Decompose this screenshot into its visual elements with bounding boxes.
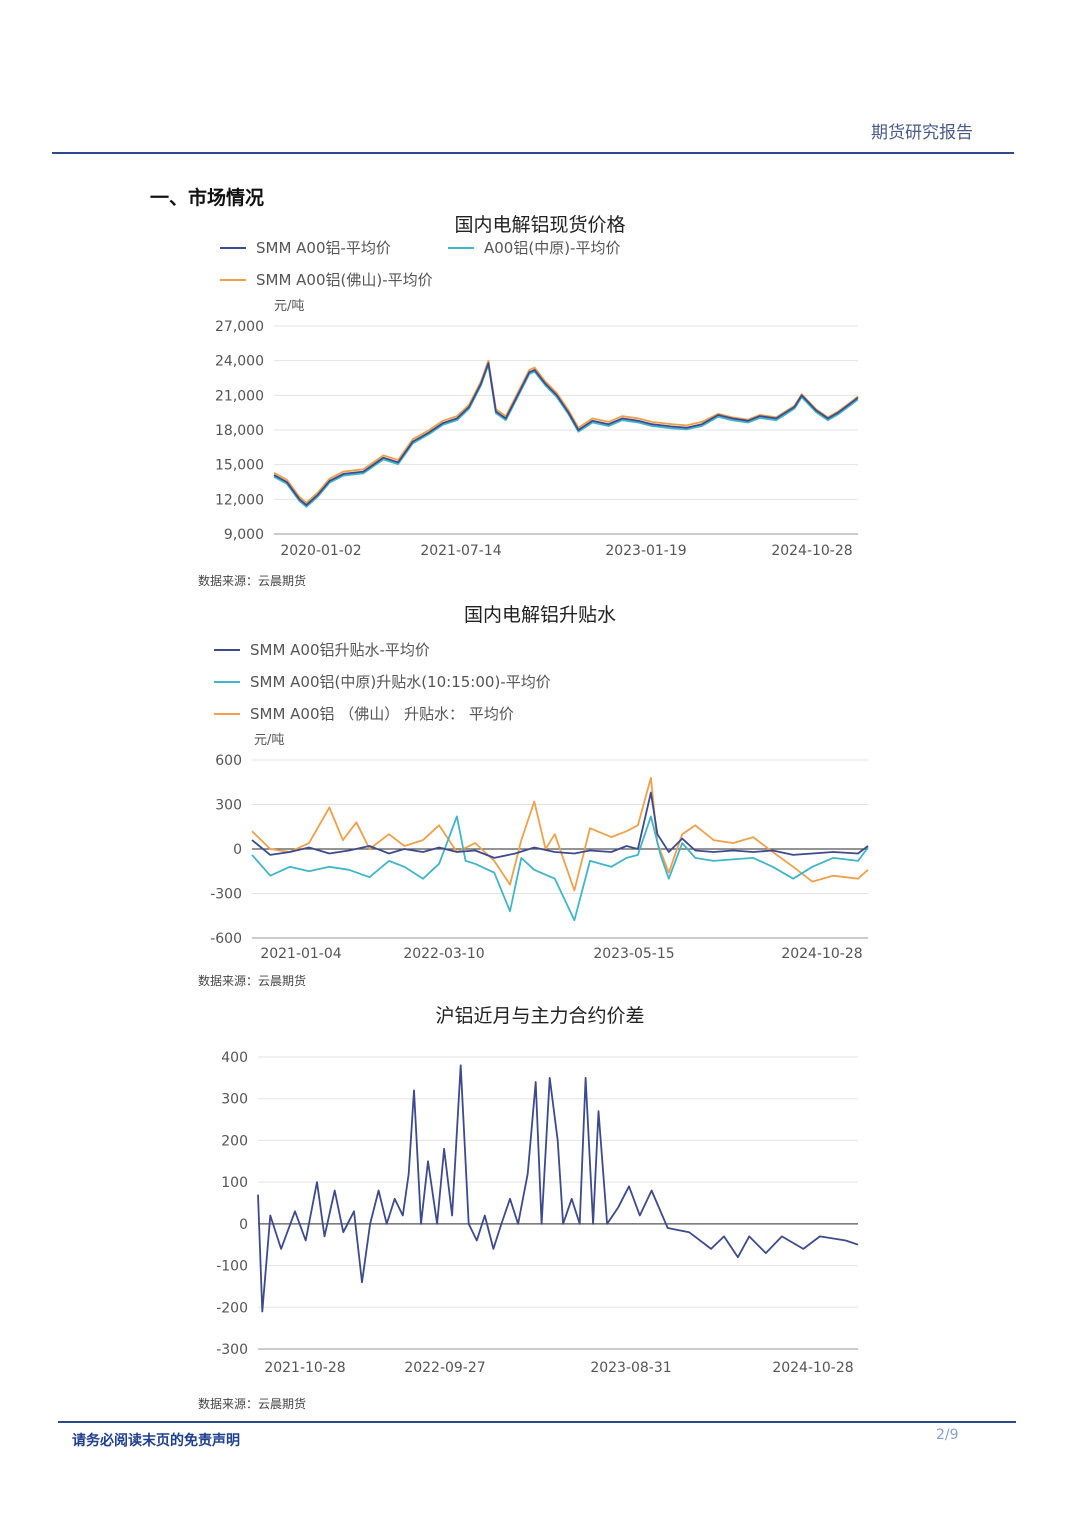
- series-line: [251, 776, 869, 892]
- header-divider: [52, 152, 1014, 154]
- legend-swatch: [448, 246, 474, 249]
- chart-1-plot: 9,000 12,000 15,000 18,000 21,000 24,000 27,00…: [215, 319, 859, 559]
- y-tick-label: -600: [210, 931, 242, 947]
- chart-2-unit: 元/吨: [254, 733, 285, 748]
- legend-swatch: [220, 278, 246, 281]
- report-header-title: 期货研究报告: [871, 123, 973, 143]
- legend-swatch: [214, 648, 240, 651]
- y-tick-label: 15,000: [215, 458, 264, 474]
- chart-3-plot: -300 -200 -100 0 100 200 300 400 2021-10-28 2022-…: [216, 1050, 859, 1376]
- chart-3-title: 沪铝近月与主力合约价差: [435, 1005, 645, 1027]
- legend-label: SMM A00铝 （佛山） 升贴水： 平均价: [250, 705, 514, 723]
- y-tick-label: -100: [216, 1259, 248, 1275]
- y-tick-label: 9,000: [224, 527, 264, 543]
- legend-swatch: [214, 712, 240, 715]
- x-tick-label: 2021-10-28: [264, 1360, 345, 1376]
- x-tick-label: 2024-10-28: [771, 543, 852, 559]
- chart-2-legend-3: SMM A00铝 （佛山） 升贴水： 平均价: [214, 703, 514, 724]
- legend-label: SMM A00铝(佛山)-平均价: [256, 271, 433, 289]
- chart-1-legend-1: SMM A00铝-平均价: [220, 237, 391, 258]
- y-tick-label: -200: [216, 1300, 248, 1316]
- y-tick-label: 300: [215, 798, 242, 814]
- y-tick-label: 18,000: [215, 423, 264, 439]
- y-tick-label: -300: [216, 1342, 248, 1358]
- chart-2-title: 国内电解铝升贴水: [463, 604, 616, 626]
- section-heading: 一、市场情况: [150, 187, 265, 209]
- chart-1-title: 国内电解铝现货价格: [454, 214, 626, 236]
- legend-label: SMM A00铝-平均价: [256, 239, 391, 257]
- y-tick-label: 100: [221, 1175, 248, 1191]
- series-line: [273, 359, 859, 504]
- page-number: 2/9: [936, 1427, 959, 1443]
- legend-label: SMM A00铝升贴水-平均价: [250, 641, 430, 659]
- y-tick-label: 300: [221, 1092, 248, 1108]
- x-tick-label: 2024-10-28: [772, 1360, 853, 1376]
- chart-1-unit: 元/吨: [274, 299, 305, 314]
- y-tick-label: 12,000: [215, 492, 264, 508]
- x-tick-label: 2021-07-14: [420, 543, 501, 559]
- x-tick-label: 2022-03-10: [403, 946, 484, 962]
- chart-2-plot: -600 -300 0 300 600 2021-01-04 2022-03-10 2023-…: [210, 753, 869, 962]
- x-tick-label: 2020-01-02: [280, 543, 361, 559]
- chart-1-legend-2: A00铝(中原)-平均价: [448, 237, 620, 258]
- y-tick-label: 27,000: [215, 319, 264, 335]
- x-tick-label: 2021-01-04: [260, 946, 341, 962]
- x-tick-label: 2024-10-28: [781, 946, 862, 962]
- chart-2-source: 数据来源：云晨期货: [198, 974, 307, 988]
- y-tick-label: 21,000: [215, 388, 264, 404]
- legend-label: SMM A00铝(中原)升贴水(10:15:00)-平均价: [250, 673, 551, 691]
- footer-disclaimer: 请务必阅读末页的免责声明: [72, 1433, 240, 1449]
- x-tick-label: 2023-01-19: [605, 543, 686, 559]
- y-tick-label: 24,000: [215, 354, 264, 370]
- y-tick-label: 200: [221, 1133, 248, 1149]
- legend-label: A00铝(中原)-平均价: [484, 239, 621, 257]
- series-line: [273, 362, 859, 507]
- y-tick-label: 0: [233, 842, 242, 858]
- legend-swatch: [214, 680, 240, 683]
- series-line: [273, 363, 859, 508]
- footer-divider: [58, 1421, 1016, 1423]
- chart-2-legend-1: SMM A00铝升贴水-平均价: [214, 639, 430, 660]
- x-tick-label: 2023-05-15: [593, 946, 674, 962]
- x-tick-label: 2022-09-27: [404, 1360, 485, 1376]
- y-tick-label: -300: [210, 887, 242, 903]
- y-tick-label: 400: [221, 1050, 248, 1066]
- chart-1-legend-3: SMM A00铝(佛山)-平均价: [220, 269, 433, 290]
- series-line: [251, 815, 869, 922]
- y-tick-label: 600: [215, 753, 242, 769]
- chart-3-source: 数据来源：云晨期货: [198, 1397, 307, 1411]
- series-line: [251, 791, 869, 859]
- series-line: [257, 1064, 859, 1313]
- chart-2-legend-2: SMM A00铝(中原)升贴水(10:15:00)-平均价: [214, 671, 551, 692]
- chart-1-source: 数据来源：云晨期货: [198, 574, 307, 588]
- x-tick-label: 2023-08-31: [590, 1360, 671, 1376]
- y-tick-label: 0: [239, 1217, 248, 1233]
- legend-swatch: [220, 246, 246, 249]
